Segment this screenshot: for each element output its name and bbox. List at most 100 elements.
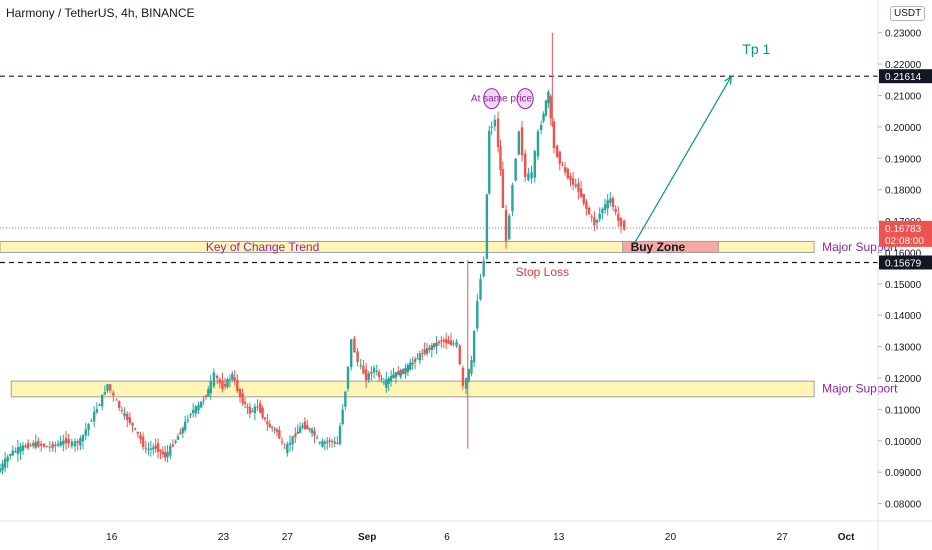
candle-body (375, 370, 378, 372)
candle-body (350, 339, 353, 368)
candle-body (0, 468, 2, 473)
candle-body (9, 454, 12, 456)
candle-body (39, 443, 43, 446)
candle-body (120, 410, 124, 412)
candle-body (539, 124, 543, 131)
candle-body (266, 421, 269, 425)
candle-body (517, 131, 521, 155)
candle-body (221, 380, 224, 390)
candle-body (530, 172, 533, 179)
candle-body (199, 401, 203, 408)
y-tick-label: 0.16000 (885, 248, 922, 259)
candle-body (166, 451, 169, 457)
candle-body (606, 200, 609, 209)
candle-body (59, 441, 62, 446)
lower-support-zone (10, 380, 815, 398)
candle-body (171, 444, 175, 447)
candle-body (70, 441, 74, 446)
candle-body (590, 216, 593, 218)
candle-body (344, 391, 347, 407)
candle-body (321, 441, 324, 447)
candle-body (476, 301, 479, 329)
candle-body (34, 441, 37, 448)
candle-body (212, 372, 216, 387)
candle-body (511, 184, 514, 212)
candle-body (1, 463, 4, 471)
price-levels (0, 75, 878, 264)
candle-body (149, 448, 153, 450)
candle-body (112, 392, 115, 396)
candle-body (330, 441, 334, 443)
candle-body (202, 399, 205, 401)
candle-body (619, 217, 623, 227)
candle-body (394, 372, 398, 378)
candle-body (256, 406, 259, 408)
candle-body (346, 366, 350, 389)
y-tick-label: 0.11000 (885, 405, 921, 416)
candle-body (76, 441, 79, 444)
candle-body (585, 201, 588, 209)
candle-body (444, 339, 448, 344)
candle-body (552, 121, 556, 149)
candle-body (194, 406, 198, 414)
candle-body (401, 368, 405, 375)
candle-body (467, 369, 470, 382)
candle-body (428, 347, 431, 350)
candle-body (536, 131, 540, 157)
y-tick-label: 0.13000 (885, 343, 922, 354)
y-tick-label: 0.08000 (885, 500, 922, 511)
candle-body (156, 443, 160, 452)
candle-body (251, 410, 254, 412)
candle-body (411, 362, 414, 365)
candle-body (228, 379, 232, 381)
price-label-box (879, 69, 932, 84)
candle-body (152, 447, 155, 450)
candle-body (524, 153, 527, 177)
candle-body (482, 260, 485, 277)
candle-body (447, 340, 450, 344)
candle-body (275, 429, 279, 432)
candle-body (51, 443, 54, 449)
candle-body (169, 445, 172, 456)
candle-body (204, 395, 208, 397)
candle-body (574, 184, 577, 187)
candle-body (261, 408, 264, 418)
candle-body (248, 406, 252, 414)
x-tick-label: Sep (358, 532, 376, 543)
candle-body (544, 100, 548, 116)
candle-body (141, 436, 145, 447)
candle-body (508, 215, 511, 240)
price-label-box (879, 220, 932, 247)
candle-body (115, 399, 118, 401)
candle-body (399, 370, 402, 377)
y-tick-label: 0.12000 (885, 374, 922, 385)
candle-body (67, 438, 70, 444)
candle-body (310, 429, 314, 434)
candle-body (435, 342, 438, 347)
candle-body (397, 371, 400, 376)
price-label: 0.15679 (885, 259, 922, 270)
target-arrow-line (633, 76, 732, 245)
candle-body (174, 440, 177, 443)
candle-body (29, 445, 32, 447)
candle-body (561, 164, 564, 166)
candle-body (323, 441, 327, 444)
candle-body (370, 371, 373, 374)
x-tick-label: 16 (106, 532, 118, 543)
candle-body (418, 353, 422, 361)
candle-body (191, 410, 195, 414)
arrow-head-icon (724, 75, 732, 85)
candle-body (3, 458, 7, 468)
candle-body (273, 428, 276, 430)
candle-body (90, 420, 93, 422)
candle-body (301, 425, 304, 428)
candle-body (84, 429, 88, 436)
candle-body (587, 207, 591, 215)
y-tick-label: 0.15000 (885, 280, 922, 291)
y-axis: 0.08000 0.09000 0.10000 0.11000 0.12000 0.130… (877, 0, 932, 550)
candle-body (215, 376, 219, 379)
currency-selector[interactable]: USDT (890, 6, 926, 21)
candle-body (37, 441, 40, 447)
candle-body (42, 444, 46, 447)
